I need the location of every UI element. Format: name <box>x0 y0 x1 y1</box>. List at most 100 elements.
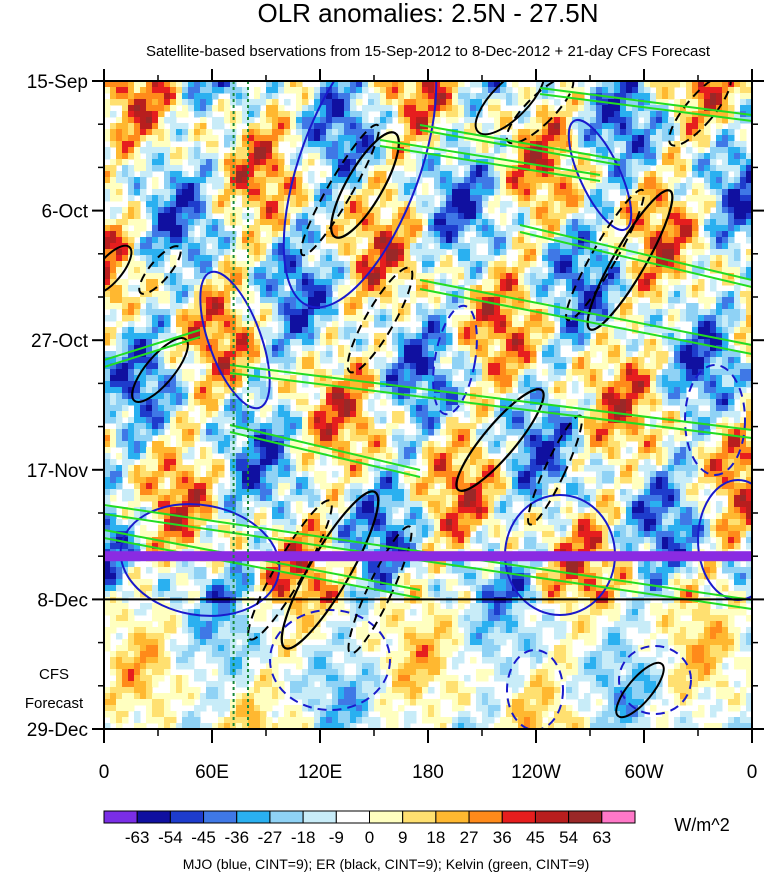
heat-cell <box>680 225 687 232</box>
heat-cell <box>152 273 159 280</box>
heat-cell <box>386 153 393 160</box>
heat-cell <box>302 225 309 232</box>
heat-cell <box>482 369 489 376</box>
heat-cell <box>128 327 135 334</box>
heat-cell <box>434 315 441 322</box>
heat-cell <box>644 375 651 382</box>
heat-cell <box>578 93 585 100</box>
heat-cell <box>104 249 111 256</box>
heat-cell <box>260 303 267 310</box>
heat-cell <box>524 249 531 256</box>
heat-cell <box>230 153 237 160</box>
heat-cell <box>686 147 693 154</box>
heat-cell <box>386 201 393 208</box>
heat-cell <box>458 105 465 112</box>
heat-cell <box>416 243 423 250</box>
heat-cell <box>302 369 309 376</box>
heat-cell <box>110 249 117 256</box>
heat-cell <box>386 387 393 394</box>
heat-cell <box>548 111 555 118</box>
heat-cell <box>152 207 159 214</box>
heat-cell <box>284 117 291 124</box>
heat-cell <box>704 195 711 202</box>
heat-cell <box>332 321 339 328</box>
heat-cell <box>230 255 237 262</box>
heat-cell <box>602 195 609 202</box>
heat-cell <box>536 339 543 346</box>
heat-cell <box>290 381 297 388</box>
heat-cell <box>128 339 135 346</box>
heat-cell <box>128 111 135 118</box>
heat-cell <box>548 153 555 160</box>
heat-cell <box>662 93 669 100</box>
heat-cell <box>290 237 297 244</box>
heat-cell <box>266 87 273 94</box>
heat-cell <box>704 129 711 136</box>
heat-cell <box>164 249 171 256</box>
heat-cell <box>302 303 309 310</box>
heat-cell <box>602 87 609 94</box>
heat-cell <box>686 267 693 274</box>
heat-cell <box>398 291 405 298</box>
heat-cell <box>644 243 651 250</box>
heat-cell <box>404 129 411 136</box>
heat-cell <box>584 255 591 262</box>
heat-cell <box>404 243 411 250</box>
heat-cell <box>248 147 255 154</box>
heat-cell <box>674 243 681 250</box>
heat-cell <box>554 219 561 226</box>
heat-cell <box>398 309 405 316</box>
heat-cell <box>332 183 339 190</box>
heat-cell <box>722 357 729 364</box>
heat-cell <box>662 375 669 382</box>
heat-cell <box>644 249 651 256</box>
heat-cell <box>644 387 651 394</box>
heat-cell <box>560 327 567 334</box>
heat-cell <box>644 141 651 148</box>
heat-cell <box>290 225 297 232</box>
heat-cell <box>590 189 597 196</box>
heat-cell <box>620 165 627 172</box>
heat-cell <box>662 135 669 142</box>
heat-cell <box>176 111 183 118</box>
heat-cell <box>560 111 567 118</box>
heat-cell <box>608 333 615 340</box>
heat-cell <box>704 153 711 160</box>
heat-cell <box>422 279 429 286</box>
heat-cell <box>698 147 705 154</box>
heat-cell <box>602 309 609 316</box>
heat-cell <box>650 111 657 118</box>
heat-cell <box>530 363 537 370</box>
heat-cell <box>134 285 141 292</box>
heat-cell <box>494 261 501 268</box>
heat-cell <box>386 267 393 274</box>
heat-cell <box>284 255 291 262</box>
heat-cell <box>170 99 177 106</box>
heat-cell <box>662 231 669 238</box>
heat-cell <box>452 189 459 196</box>
heat-cell <box>230 183 237 190</box>
heat-cell <box>362 153 369 160</box>
heat-cell <box>590 321 597 328</box>
heat-cell <box>596 273 603 280</box>
heat-cell <box>698 81 705 88</box>
heat-cell <box>518 279 525 286</box>
heat-cell <box>608 183 615 190</box>
heat-cell <box>686 159 693 166</box>
heat-cell <box>248 183 255 190</box>
heat-cell <box>272 123 279 130</box>
heat-cell <box>380 111 387 118</box>
heat-cell <box>440 165 447 172</box>
heat-cell <box>272 267 279 274</box>
heat-cell <box>314 195 321 202</box>
heat-cell <box>416 219 423 226</box>
heat-cell <box>356 81 363 88</box>
heat-cell <box>146 273 153 280</box>
heat-cell <box>230 213 237 220</box>
heat-cell <box>278 177 285 184</box>
heat-cell <box>362 375 369 382</box>
heat-cell <box>146 375 153 382</box>
heat-cell <box>284 87 291 94</box>
heat-cell <box>650 369 657 376</box>
heat-cell <box>194 99 201 106</box>
